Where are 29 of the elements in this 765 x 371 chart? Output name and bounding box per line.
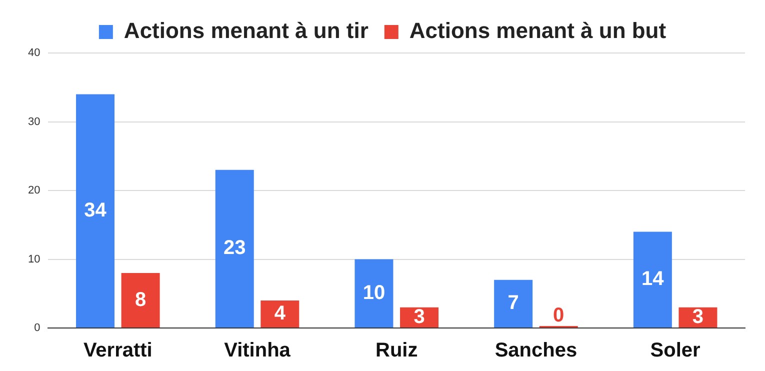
- data-label: 8: [134, 288, 146, 311]
- data-label: 3: [414, 306, 425, 328]
- y-tick-label: 20: [28, 184, 40, 197]
- bar: [494, 280, 533, 328]
- y-tick-label: 0: [34, 322, 40, 334]
- x-tick-label: Ruiz: [376, 340, 418, 362]
- x-tick-label: Vitinha: [224, 340, 292, 362]
- bar: [121, 273, 160, 328]
- data-label: 10: [362, 282, 386, 304]
- x-tick-label: Verratti: [83, 340, 152, 362]
- legend-label: Actions menant à un tir: [124, 18, 369, 44]
- data-label: 14: [642, 268, 665, 290]
- data-label: 23: [223, 237, 246, 260]
- bar: [260, 300, 300, 328]
- y-tick-label: 40: [28, 47, 40, 60]
- data-label: 0: [553, 304, 564, 327]
- y-tick-label: 10: [28, 253, 40, 266]
- x-tick-label: Soler: [650, 340, 701, 362]
- bar: [76, 94, 115, 328]
- data-label: 7: [508, 292, 519, 314]
- bar: [354, 259, 394, 328]
- data-label: 3: [692, 306, 704, 328]
- x-tick-label: Sanches: [494, 340, 578, 362]
- data-label: 4: [274, 302, 286, 325]
- bar: [215, 170, 254, 328]
- data-label: 34: [84, 199, 108, 222]
- y-tick-label: 30: [28, 116, 40, 128]
- bar: [633, 232, 672, 328]
- legend-label: Actions menant à un but: [409, 18, 667, 44]
